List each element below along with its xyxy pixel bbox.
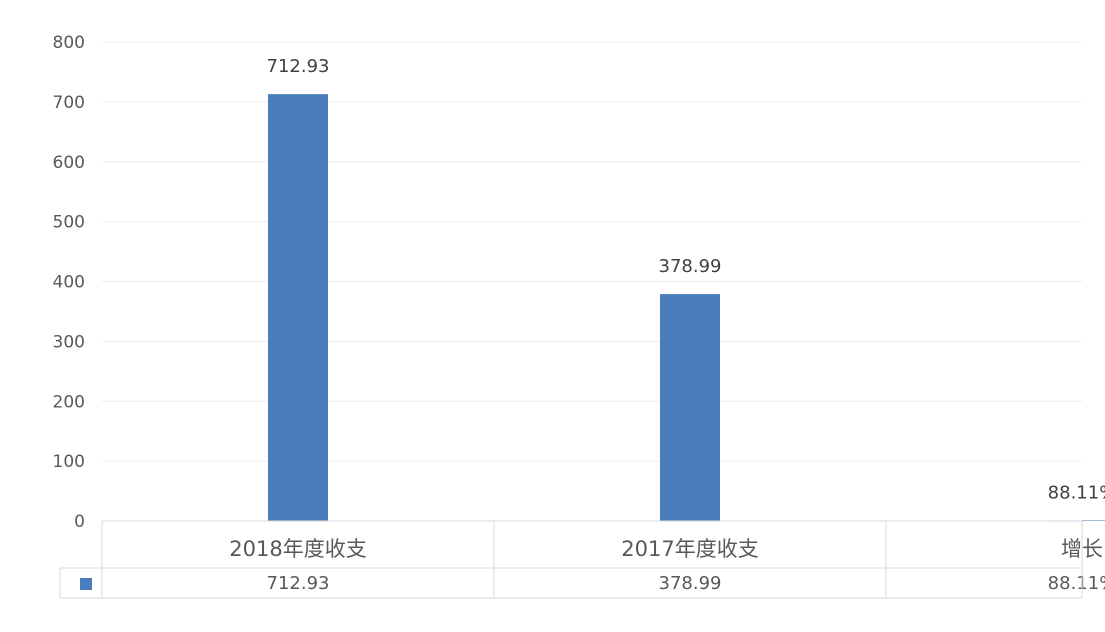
bar	[268, 94, 328, 521]
table-value: 712.93	[267, 573, 330, 594]
y-tick-label: 500	[53, 213, 85, 233]
legend-key	[80, 578, 92, 590]
category-label: 2017年度收支	[621, 537, 758, 561]
y-tick-label: 800	[53, 33, 85, 53]
y-tick-label: 700	[53, 93, 85, 113]
y-tick-label: 400	[53, 273, 85, 293]
y-tick-label: 100	[53, 452, 85, 472]
category-label: 2018年度收支	[229, 537, 366, 561]
data-label: 88.11%	[1048, 482, 1105, 503]
y-tick-label: 300	[53, 332, 85, 352]
data-label: 712.93	[267, 56, 330, 77]
y-tick-label: 0	[74, 512, 85, 532]
table-value: 378.99	[659, 573, 722, 594]
table-value: 88.11%	[1048, 573, 1105, 594]
data-label: 378.99	[659, 256, 722, 277]
y-tick-label: 200	[53, 392, 85, 412]
bar	[660, 294, 720, 521]
y-tick-label: 600	[53, 153, 85, 173]
